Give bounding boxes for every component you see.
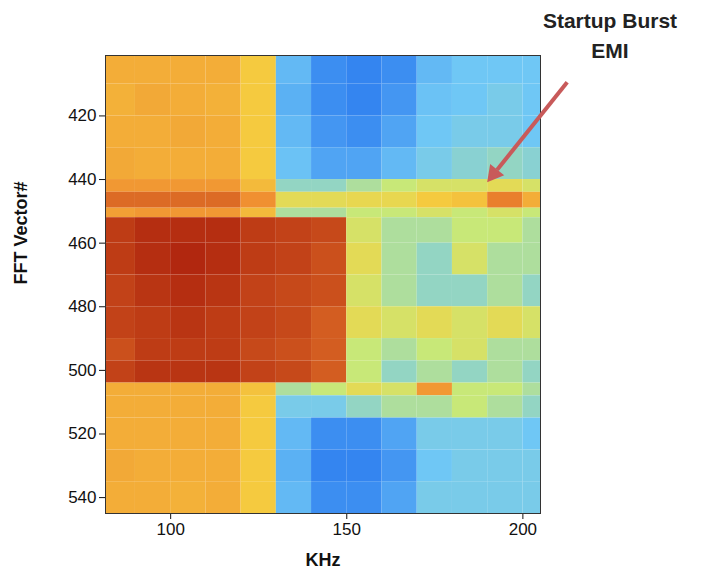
svg-text:480: 480 (68, 297, 96, 316)
svg-text:150: 150 (333, 520, 361, 539)
svg-text:420: 420 (68, 106, 96, 125)
svg-text:100: 100 (156, 520, 184, 539)
svg-text:200: 200 (509, 520, 537, 539)
svg-text:FFT Vector#: FFT Vector# (11, 181, 31, 284)
svg-text:Startup BurstEMI: Startup BurstEMI (543, 9, 677, 62)
svg-text:440: 440 (68, 170, 96, 189)
svg-text:520: 520 (68, 424, 96, 443)
svg-text:KHz: KHz (306, 550, 341, 570)
svg-text:460: 460 (68, 234, 96, 253)
svg-text:500: 500 (68, 361, 96, 380)
svg-text:540: 540 (68, 488, 96, 507)
